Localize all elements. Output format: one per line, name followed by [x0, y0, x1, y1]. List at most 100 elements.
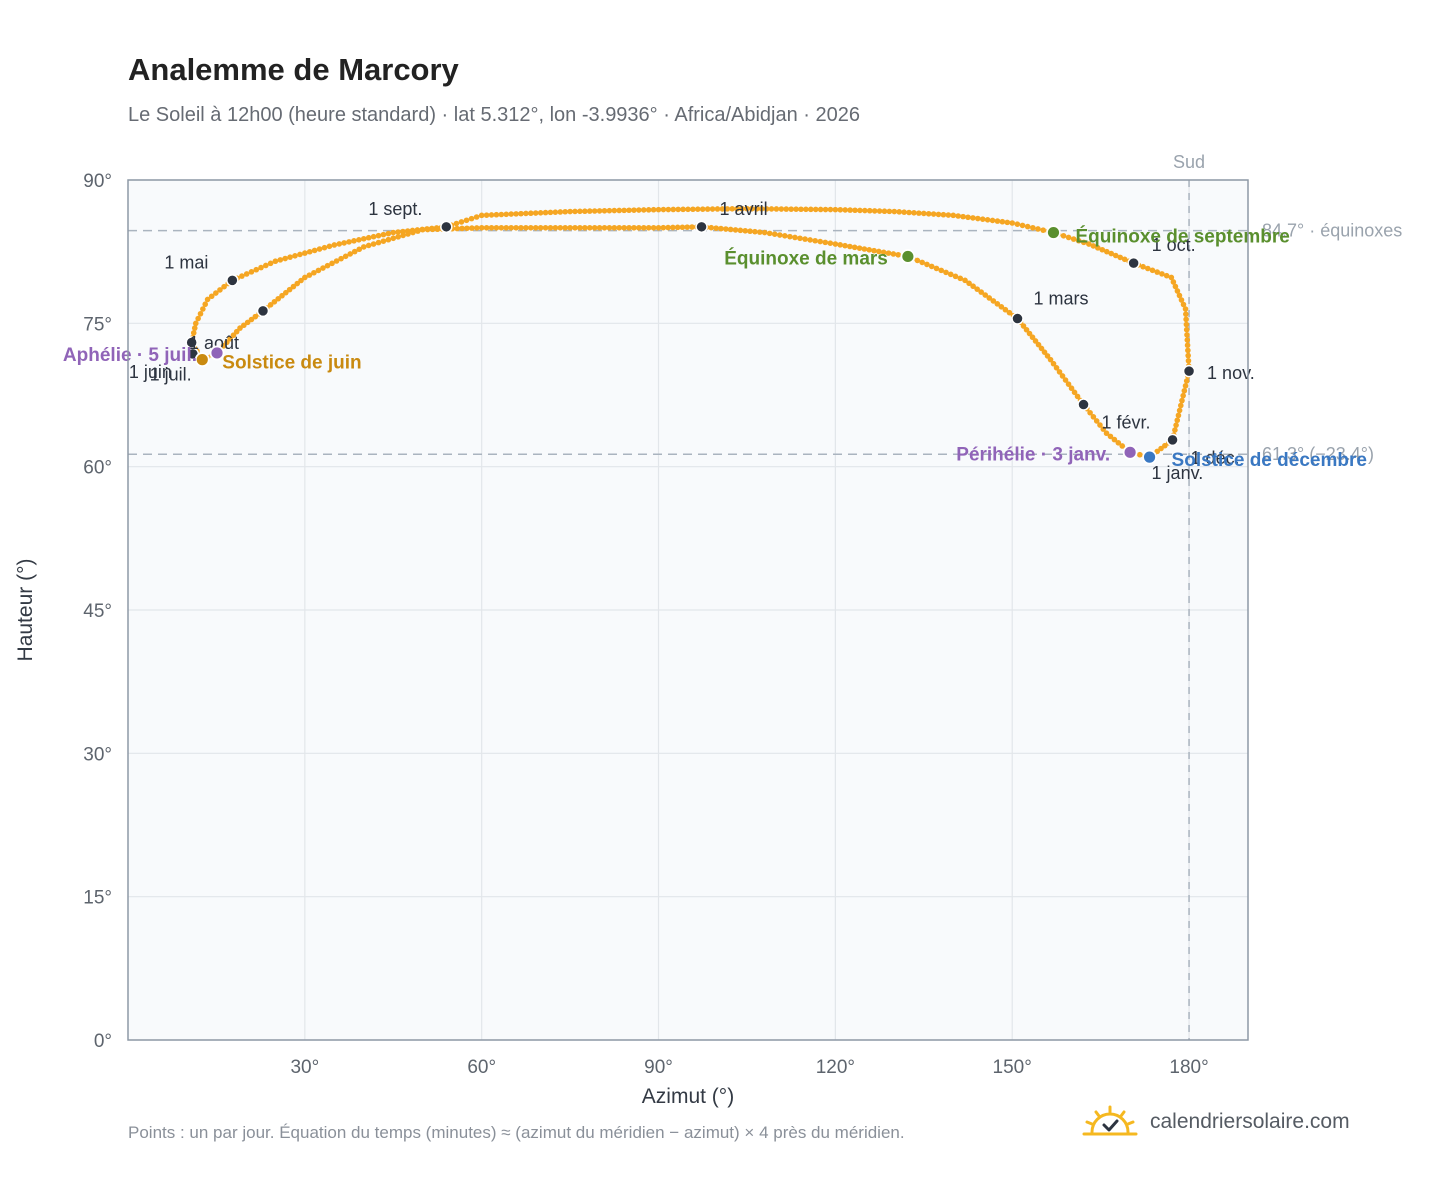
daily-point [727, 226, 734, 233]
daily-point [714, 206, 721, 212]
daily-point [1178, 297, 1185, 303]
daily-point [528, 224, 534, 231]
daily-point [660, 224, 667, 231]
daily-point [797, 235, 803, 242]
daily-point [596, 208, 603, 214]
daily-point [321, 244, 328, 251]
event-label: Solstice de juin [222, 353, 361, 374]
x-axis-label: Azimut (°) [642, 1085, 734, 1108]
daily-point [341, 240, 347, 246]
daily-point [938, 267, 945, 274]
daily-point [1182, 306, 1189, 312]
event-label: Périhélie · 3 janv. [956, 444, 1110, 465]
daily-point [880, 249, 887, 256]
daily-point [329, 260, 335, 267]
daily-point [258, 264, 264, 271]
daily-point [1183, 378, 1190, 384]
daily-point [375, 239, 382, 246]
daily-point [370, 233, 377, 240]
daily-point [1179, 397, 1185, 404]
daily-point [267, 260, 274, 267]
daily-point [493, 224, 500, 231]
event-marker [194, 352, 210, 368]
daily-point [390, 229, 397, 236]
daily-point [360, 235, 367, 242]
daily-point [640, 207, 647, 213]
daily-point [1093, 418, 1100, 424]
meridian-label: Sud [1173, 152, 1205, 172]
daily-point [591, 224, 598, 231]
daily-point [901, 209, 907, 215]
daily-point [395, 229, 401, 235]
daily-point [488, 224, 495, 231]
daily-point [468, 215, 475, 222]
daily-point [1060, 233, 1067, 239]
daily-point [419, 226, 426, 233]
daily-point [282, 255, 288, 262]
daily-point [1040, 227, 1046, 233]
daily-point [1014, 221, 1021, 227]
daily-point [885, 250, 892, 256]
daily-point [424, 226, 431, 233]
daily-point [302, 274, 308, 281]
daily-point [1154, 269, 1161, 275]
daily-point [1119, 443, 1126, 449]
month-label: 1 janv. [1152, 463, 1204, 483]
daily-point [990, 298, 997, 304]
daily-point [871, 208, 878, 214]
daily-point [227, 335, 233, 342]
daily-point [453, 220, 460, 227]
daily-point [1053, 365, 1060, 371]
daily-point [655, 206, 662, 213]
daily-point [469, 225, 475, 231]
daily-point [611, 207, 618, 214]
daily-point [197, 310, 204, 317]
daily-point [778, 206, 785, 212]
y-tick-label: 75° [83, 314, 112, 335]
daily-point [837, 242, 844, 248]
daily-point [271, 298, 278, 305]
daily-point [679, 224, 686, 231]
daily-point [523, 210, 529, 217]
daily-point [1159, 271, 1165, 277]
daily-point [458, 219, 465, 225]
daily-point [787, 233, 793, 240]
daily-point [744, 205, 750, 212]
daily-point [454, 225, 460, 232]
daily-point [690, 206, 696, 213]
month-label: 1 nov. [1207, 363, 1255, 383]
daily-point [947, 271, 954, 278]
daily-point [405, 231, 411, 237]
daily-point [674, 224, 681, 231]
daily-point [793, 206, 799, 212]
daily-point [552, 224, 559, 231]
daily-point [708, 224, 715, 231]
daily-point [986, 295, 993, 301]
sun-check-icon [1082, 1105, 1138, 1136]
daily-point [890, 251, 897, 257]
daily-point [1059, 373, 1066, 379]
daily-point [1108, 250, 1115, 257]
daily-point [562, 224, 568, 231]
daily-point [1103, 248, 1110, 255]
daily-point [645, 207, 652, 213]
daily-point [650, 206, 657, 213]
daily-point [523, 224, 529, 231]
daily-point [1180, 392, 1186, 399]
x-tick-label: 180° [1169, 1057, 1208, 1078]
daily-point [718, 225, 724, 232]
daily-point [1183, 326, 1190, 333]
daily-point [857, 207, 863, 214]
chart-title: Analemme de Marcory [128, 52, 459, 87]
daily-point [532, 210, 539, 216]
daily-point [1172, 427, 1178, 433]
daily-point [975, 215, 981, 222]
daily-point [866, 207, 873, 214]
daily-point [1002, 306, 1009, 313]
daily-point [621, 207, 627, 214]
daily-point [1140, 263, 1146, 270]
brand[interactable]: calendriersolaire.com [1082, 1104, 1350, 1140]
daily-point [817, 238, 824, 245]
analemma-curve [188, 205, 1192, 460]
daily-point [723, 226, 729, 232]
